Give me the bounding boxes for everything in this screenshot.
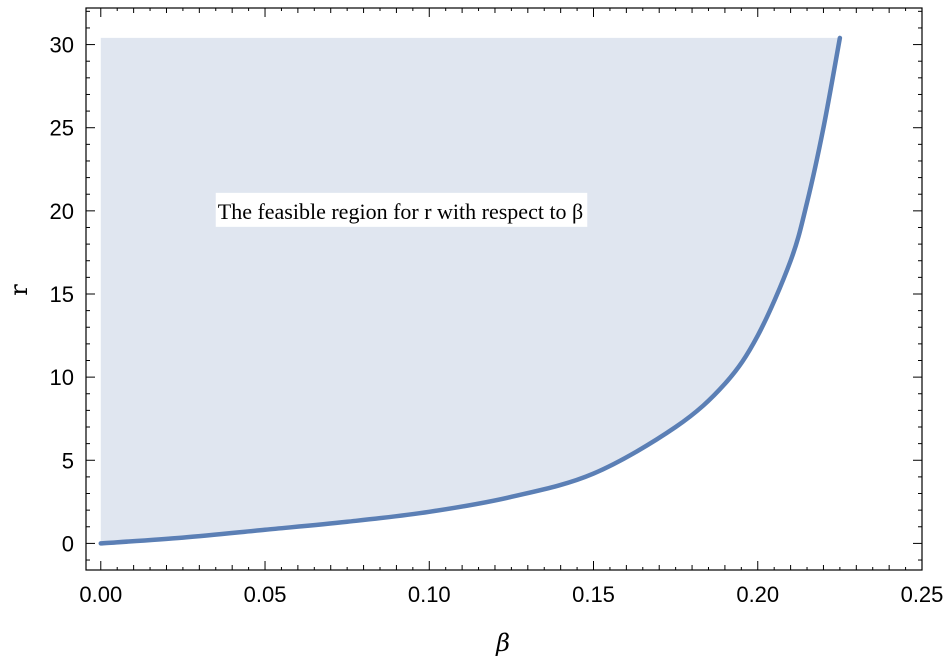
- boundary-curve: [98, 35, 843, 546]
- annotation-layer: The feasible region for r with respect t…: [215, 192, 588, 227]
- y-tick-label: 0: [62, 531, 74, 556]
- annotation-text: The feasible region for r with respect t…: [218, 199, 584, 224]
- y-tick-label: 15: [50, 282, 74, 307]
- x-axis-label: β: [495, 629, 510, 657]
- curve-layer: [98, 35, 843, 546]
- y-tick-label: 5: [62, 448, 74, 473]
- y-axis-label: r: [5, 284, 33, 296]
- x-tick-label: 0.20: [736, 582, 779, 607]
- x-tick-label: 0.05: [244, 582, 287, 607]
- y-tick-label: 25: [50, 116, 74, 141]
- feasible-region: [100, 37, 840, 544]
- plot-frame: [85, 7, 923, 571]
- y-tick-label: 10: [50, 365, 74, 390]
- y-tick-label: 20: [50, 199, 74, 224]
- x-tick-label: 0.10: [408, 582, 451, 607]
- x-tick-label: 0.25: [901, 582, 944, 607]
- y-tick-label: 30: [50, 33, 74, 58]
- ticks-layer: 0.00 0.05 0.10 0.15 0.20 0.25 0 5 10 15 20 25 30: [50, 8, 944, 607]
- feasible-region-layer: [100, 37, 840, 544]
- x-tick-label: 0.15: [572, 582, 615, 607]
- annotation-box: [215, 192, 588, 227]
- x-tick-label: 0.00: [79, 582, 122, 607]
